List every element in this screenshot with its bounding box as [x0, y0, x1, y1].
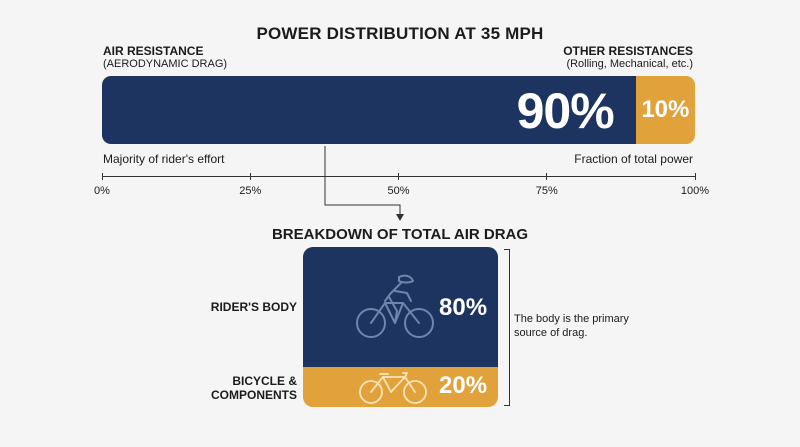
bicycle-label-line-1: BICYCLE &: [232, 374, 297, 388]
other-resistances-subheading: (Rolling, Mechanical, etc.): [566, 58, 693, 70]
breakdown-bracket: [504, 249, 510, 406]
bicycle-segment: [303, 367, 498, 407]
cyclist-icon: [356, 274, 434, 338]
axis-tick-label: 0%: [94, 185, 110, 197]
axis-tick: [249, 173, 251, 180]
axis-tick-label: 25%: [239, 185, 262, 197]
axis-tick: [694, 173, 696, 180]
axis-tick: [398, 173, 399, 180]
air-resistance-subheading: (AERODYNAMIC DRAG): [103, 58, 228, 70]
other-resistances-heading: OTHER RESISTANCES: [563, 44, 693, 58]
other-resistances-bar-segment: 10%: [635, 76, 695, 144]
breakdown-title: BREAKDOWN OF TOTAL AIR DRAG: [271, 226, 529, 243]
rider-body-percent: 80%: [439, 294, 488, 321]
axis-tick-label: 100%: [680, 185, 710, 197]
power-distribution-bar: 90% 10%: [102, 76, 695, 144]
air-drag-breakdown-panel: 80% 20%: [303, 247, 498, 407]
air-resistance-bar-segment: 90%: [102, 76, 636, 144]
bicycle-percent: 20%: [439, 372, 488, 399]
axis-tick: [546, 173, 548, 180]
air-resistance-caption: Majority of rider's effort: [103, 152, 225, 166]
air-resistance-heading: AIR RESISTANCE: [103, 44, 204, 58]
page-title: POWER DISTRIBUTION AT 35 MPH: [256, 24, 544, 43]
other-resistances-percent: 10%: [641, 96, 690, 123]
other-resistances-caption: Fraction of total power: [574, 152, 693, 166]
axis-tick-label: 75%: [535, 185, 558, 197]
bicycle-components-label: BICYCLE & COMPONENTS: [211, 374, 297, 402]
axis-tick: [101, 173, 103, 180]
breakdown-note: The body is the primary source of drag.: [514, 313, 629, 339]
air-resistance-percent: 90%: [516, 83, 615, 139]
axis-tick-label: 50%: [387, 185, 410, 197]
bicycle-icon: [359, 372, 427, 404]
bicycle-label-line-2: COMPONENTS: [210, 388, 297, 402]
rider-body-label: RIDER'S BODY: [210, 300, 297, 314]
